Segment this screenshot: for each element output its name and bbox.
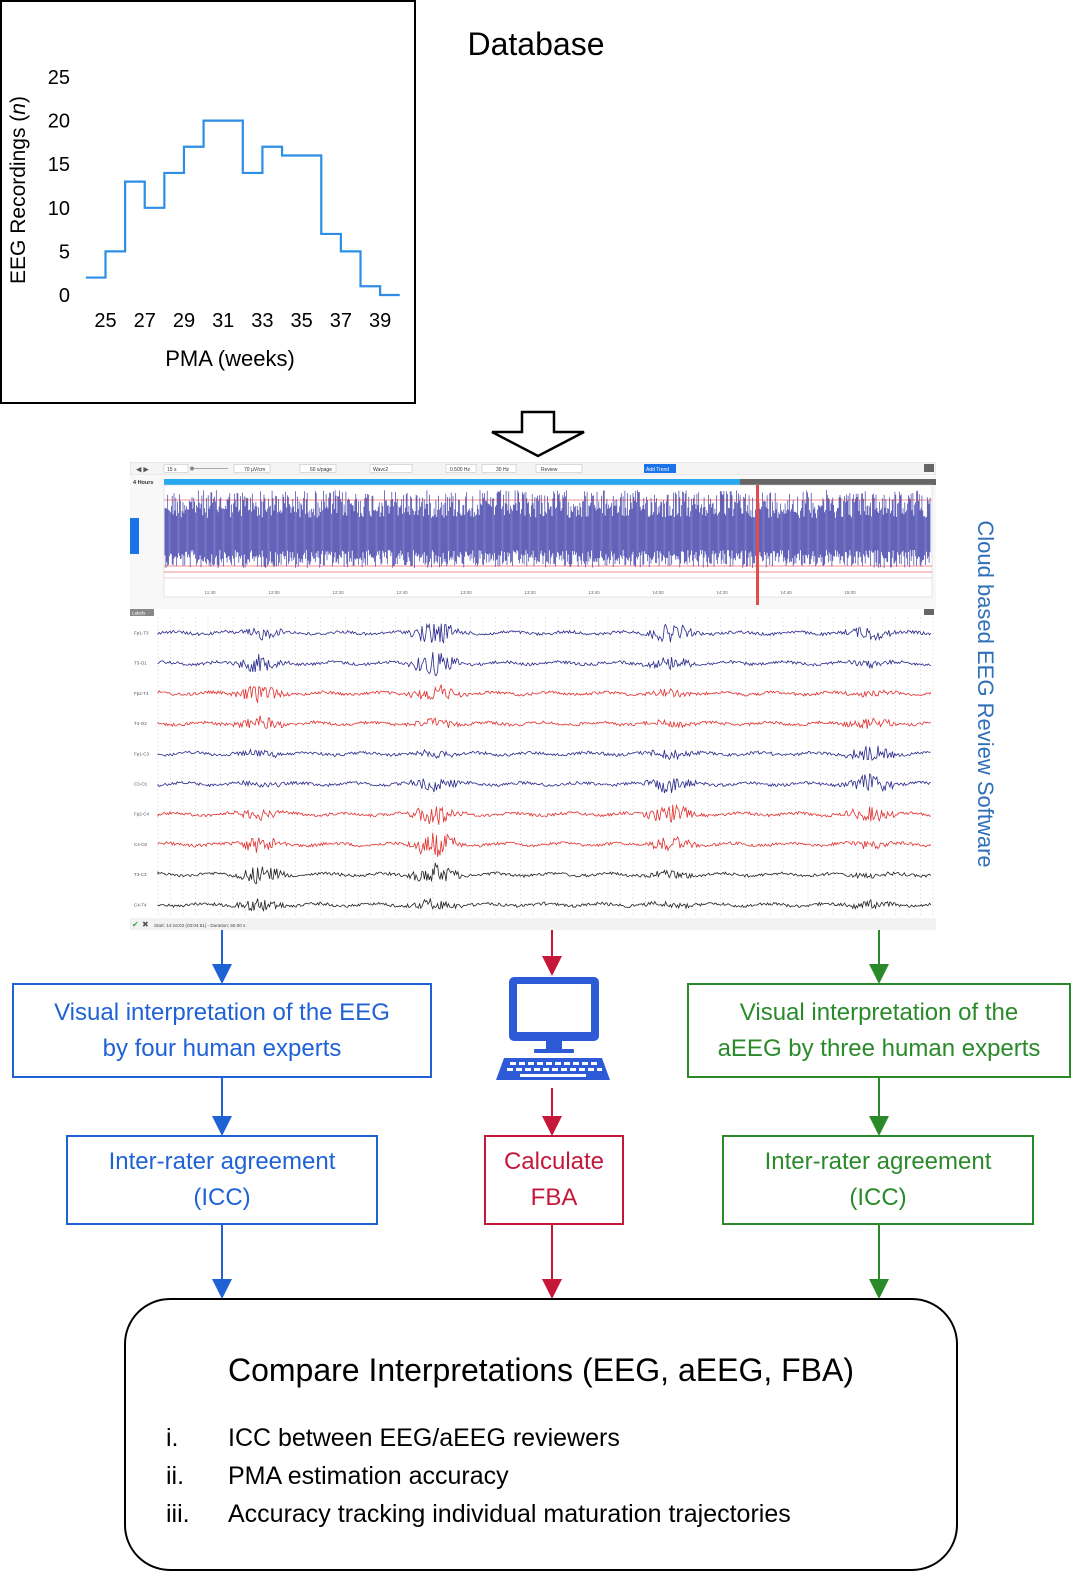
histogram-xtick: 35	[291, 310, 313, 332]
software-label: Cloud based EEG Review Software	[970, 488, 1000, 900]
toolbar-highcut[interactable]: 30 Hz	[496, 467, 510, 473]
histogram-ytick: 20	[48, 111, 70, 133]
eeg-channel-trace	[157, 862, 932, 885]
fba-box: Calculate FBA	[484, 1135, 624, 1225]
software-label-text: Cloud based EEG Review Software	[973, 520, 998, 868]
trend-time-label: 14:40	[780, 590, 792, 595]
trend-time-label: 14:20	[716, 590, 728, 595]
icc-left-box: Inter-rater agreement (ICC)	[66, 1135, 378, 1225]
trend-time-label: 11:40	[205, 590, 216, 595]
eeg-channel-label: C4-O2	[134, 842, 148, 847]
histogram-step-line	[85, 119, 400, 297]
eeg-interpretation-box: Visual interpretation of the EEG by four…	[12, 983, 432, 1078]
compare-item-number: i.	[166, 1424, 179, 1452]
toolbar-seconds[interactable]: 15 s	[167, 467, 177, 473]
aeeg-trend-trace	[164, 490, 931, 568]
computer-icon	[496, 977, 610, 1080]
icc-right-box: Inter-rater agreement (ICC)	[722, 1135, 1034, 1225]
toolbar-mode[interactable]: Review	[541, 467, 558, 473]
eeg-channel-trace	[157, 715, 932, 729]
eeg-channel-label: C3-O1	[134, 782, 148, 787]
arrows-bottom	[212, 1225, 889, 1299]
eeg-channel-label: C4-T4	[134, 902, 147, 907]
histogram-ytick: 25	[48, 67, 70, 89]
histogram-ytick: 10	[48, 198, 70, 220]
histogram-xtick: 33	[251, 310, 273, 332]
eeg-channel-label: Fp1-C3	[134, 751, 150, 756]
histogram-xtick: 27	[134, 310, 156, 332]
toolbar-filter[interactable]: Wavc2	[373, 467, 388, 473]
histogram-xtick: 39	[369, 310, 391, 332]
icc-left-text: Inter-rater agreement (ICC)	[108, 1148, 336, 1211]
eeg-channel-trace	[157, 622, 932, 645]
software-toolbar: ◀ ▶ 15 s 70 µV/cm 60 s/page Wavc2 0.500 …	[130, 462, 936, 476]
eeg-channel-trace	[157, 652, 931, 676]
eeg-channel-trace	[157, 745, 931, 761]
compare-item: i. ICC between EEG/aEEG reviewers	[166, 1424, 620, 1453]
compare-title: Compare Interpretations (EEG, aEEG, FBA)	[227, 1352, 854, 1388]
eeg-channel-trace	[157, 898, 932, 912]
compare-item-text: PMA estimation accuracy	[228, 1462, 509, 1490]
histogram-xtick: 37	[330, 310, 352, 332]
aeeg-trend-panel: 4 Hours 11:40 12:00 12:20 12:40 13:00 13:20 13…	[130, 475, 936, 609]
eeg-channel-trace	[157, 832, 932, 857]
histogram-xlabel: PMA (weeks)	[165, 346, 295, 371]
trend-header: 4 Hours	[133, 480, 153, 486]
labels-tab[interactable]: Labels	[132, 611, 146, 616]
trend-time-label: 14:00	[652, 590, 664, 595]
eeg-channel-label: Fp2-C4	[134, 812, 150, 817]
compare-item-text: ICC between EEG/aEEG reviewers	[228, 1424, 620, 1452]
histogram-xtick: 31	[212, 310, 234, 332]
histogram-ylabel: EEG Recordings (n)	[7, 96, 30, 284]
toolbar-page[interactable]: 60 s/page	[310, 467, 332, 473]
icc-right-text: Inter-rater agreement (ICC)	[764, 1148, 992, 1211]
aeeg-interpretation-text: Visual interpretation of the aEEG by thr…	[717, 998, 1041, 1062]
histogram-xtick: 29	[173, 310, 195, 332]
histogram-ytick: 5	[59, 241, 70, 263]
database-box: Database EEG Recordings (n) 0 5 10 15 20 25 2…	[0, 0, 604, 404]
eeg-channel-trace	[157, 803, 931, 825]
histogram-ytick: 0	[59, 285, 70, 307]
eeg-channel-label: Fp2-T4	[134, 691, 149, 696]
trend-time-label: 12:40	[396, 590, 408, 595]
aeeg-interpretation-box: Visual interpretation of the aEEG by thr…	[687, 983, 1071, 1078]
trend-time-label: 12:20	[332, 590, 344, 595]
compare-item: ii. PMA estimation accuracy	[166, 1462, 509, 1491]
compare-item-number: ii.	[166, 1462, 185, 1490]
eeg-channel-label: T4-O2	[134, 721, 147, 726]
eeg-channel-label: T3-C3	[134, 872, 147, 877]
arrows-middle	[212, 1078, 889, 1136]
trend-time-label: 12:00	[268, 590, 280, 595]
compare-box: Compare Interpretations (EEG, aEEG, FBA)…	[124, 1298, 958, 1571]
eeg-channel-label: Fp1-T3	[134, 631, 149, 636]
svg-text:◀ ▶: ◀ ▶	[136, 467, 149, 474]
eeg-channel-trace	[157, 773, 931, 794]
add-trend-button[interactable]: Add Trend	[646, 467, 669, 473]
status-check-icon[interactable]: ✔	[132, 920, 139, 929]
compare-item-text: Accuracy tracking individual maturation …	[228, 1500, 791, 1528]
eeg-channel-label: T3-O1	[134, 661, 147, 666]
pma-histogram: EEG Recordings (n) 0 5 10 15 20 25 25 27 29 31 33…	[7, 67, 400, 371]
eeg-channel-trace	[157, 684, 932, 704]
trend-time-label: 13:00	[460, 590, 472, 595]
trend-time-label: 13:20	[524, 590, 536, 595]
compare-item-number: iii.	[166, 1500, 190, 1528]
status-close-icon[interactable]: ✖	[142, 920, 149, 929]
fba-text: Calculate FBA	[503, 1148, 605, 1211]
trend-time-label: 15:00	[844, 590, 856, 595]
compare-item: iii. Accuracy tracking individual maturat…	[166, 1500, 791, 1529]
eeg-software-screenshot: ◀ ▶ 15 s 70 µV/cm 60 s/page Wavc2 0.500 …	[130, 462, 936, 930]
trend-time-label: 13:40	[588, 590, 600, 595]
down-arrow-icon	[491, 410, 585, 458]
toolbar-lowcut[interactable]: 0.500 Hz	[450, 467, 471, 473]
database-title: Database	[467, 26, 605, 62]
toolbar-sensitivity[interactable]: 70 µV/cm	[244, 467, 265, 473]
histogram-ytick: 15	[48, 154, 70, 176]
eeg-panel: Labels Fp1-T3 T3-O1 Fp2-T4 T4-O2 Fp1-C3 C3-O1…	[130, 609, 936, 930]
eeg-interpretation-text: Visual interpretation of the EEG by four…	[54, 998, 390, 1062]
arrows-from-software	[212, 930, 889, 984]
histogram-xtick: 25	[94, 310, 116, 332]
status-text: Start: 14:16:02 (03:04:51) - Duration: 6…	[154, 923, 246, 928]
